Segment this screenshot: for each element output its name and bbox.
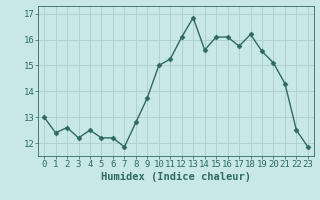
X-axis label: Humidex (Indice chaleur): Humidex (Indice chaleur) xyxy=(101,172,251,182)
